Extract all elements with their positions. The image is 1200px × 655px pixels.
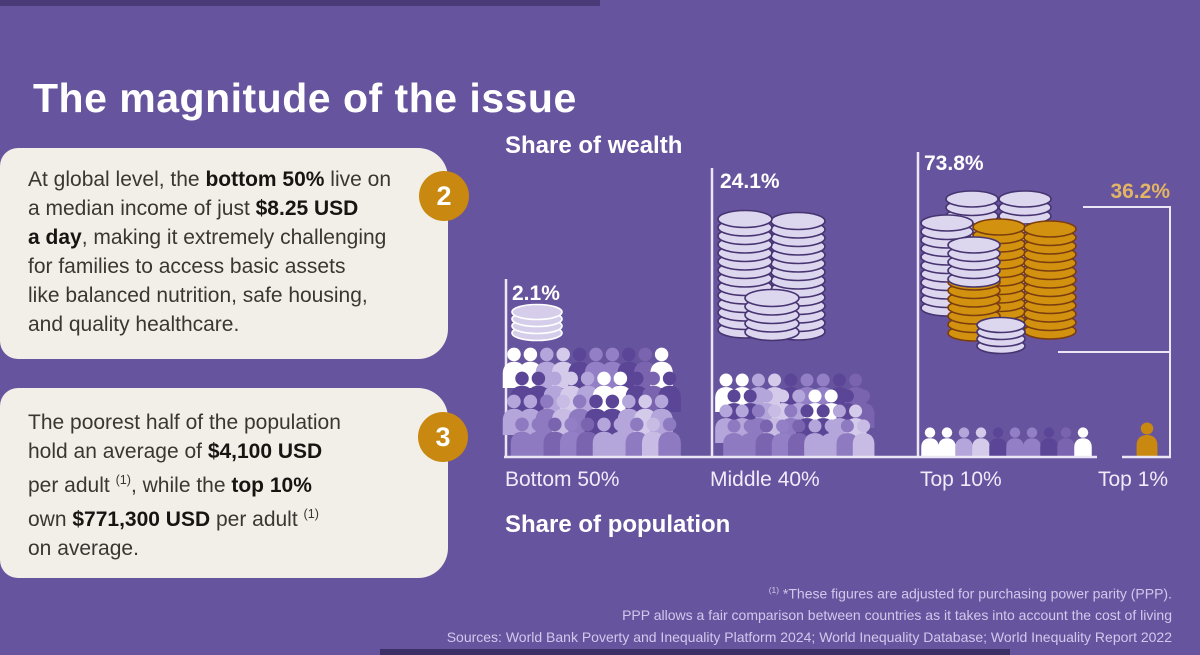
step-badge-3: 3 <box>418 412 468 462</box>
wealth-share-label-bottom-50: 2.1% <box>512 282 560 305</box>
card-1-text: At global level, the bottom 50% live on a… <box>28 168 392 336</box>
wealth-pictogram-illustration <box>502 152 1171 459</box>
person-icon <box>1023 427 1041 458</box>
top-10-crowd <box>921 427 1092 458</box>
top1-share-bracket <box>1083 206 1171 457</box>
step-badge-2: 2 <box>419 171 469 221</box>
person-icon <box>1136 422 1158 458</box>
person-icon <box>921 427 939 458</box>
chart-title-share-of-wealth: Share of wealth <box>505 132 683 159</box>
category-label-bottom-50: Bottom 50% <box>505 468 620 491</box>
info-card-bottom-50: At global level, the bottom 50% live on a… <box>0 148 448 359</box>
person-icon <box>938 427 956 458</box>
coin-stack <box>744 288 800 342</box>
person-icon <box>1074 427 1092 458</box>
person-icon <box>1006 427 1024 458</box>
person-icon <box>989 427 1007 458</box>
top-accent-bar <box>0 0 600 6</box>
page-title: The magnitude of the issue <box>33 75 577 122</box>
wealth-share-label-top-1: 36.2% <box>1110 180 1170 203</box>
coin-stack <box>947 236 1001 288</box>
category-label-top-10: Top 10% <box>920 468 1002 491</box>
person-icon <box>955 427 973 458</box>
chart-xlabel-share-of-population: Share of population <box>505 511 731 538</box>
wealth-share-label-middle-40: 24.1% <box>720 170 780 193</box>
footnotes: (1) *These figures are adjusted for purc… <box>312 580 1172 648</box>
footnote-line-2: PPP allows a fair comparison between cou… <box>622 607 1172 624</box>
person-icon <box>658 417 681 458</box>
footnote-line-3: Sources: World Bank Poverty and Inequali… <box>446 628 1172 645</box>
card-2-text: The poorest half of the population hold a… <box>28 411 341 560</box>
gold-coin-stack <box>1023 220 1077 340</box>
coin-stack <box>511 303 563 342</box>
middle-40-crowd <box>715 373 875 458</box>
footnote-line-1: (1) *These figures are adjusted for purc… <box>768 585 1172 602</box>
category-label-top-1: Top 1% <box>1098 468 1169 491</box>
category-label-middle-40: Middle 40% <box>710 468 820 491</box>
wealth-share-label-top-10: 73.8% <box>924 152 984 175</box>
person-icon <box>852 419 875 458</box>
info-card-averages: The poorest half of the population hold a… <box>0 388 448 578</box>
bottom-accent-bar <box>380 649 1010 655</box>
person-icon <box>1040 427 1058 458</box>
coin-stack <box>976 316 1026 355</box>
top-1-person <box>1136 422 1158 458</box>
person-icon <box>972 427 990 458</box>
person-icon <box>1057 427 1075 458</box>
bottom-50-crowd <box>502 347 681 458</box>
